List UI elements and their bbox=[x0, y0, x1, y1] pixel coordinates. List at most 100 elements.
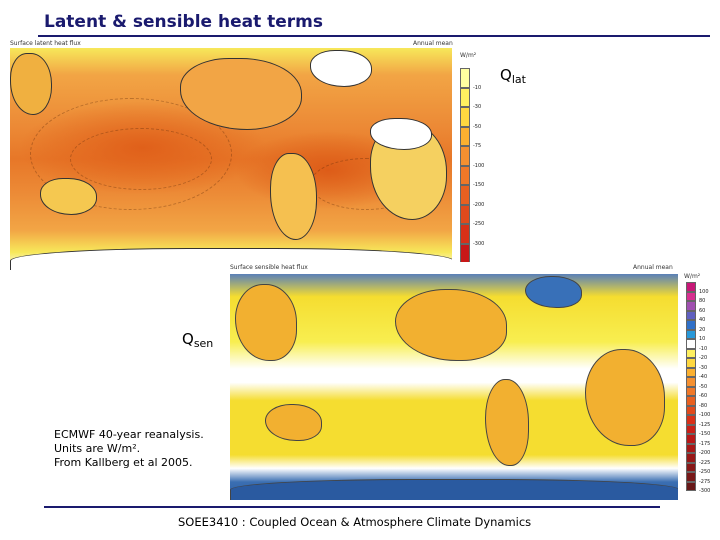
colorbar-band bbox=[460, 165, 470, 185]
colorbar-tick-label: -300 bbox=[699, 488, 711, 494]
land-sahara bbox=[370, 118, 432, 150]
colorbar-tick-label: -60 bbox=[699, 393, 708, 399]
colorbar-tick-label: -175 bbox=[699, 440, 711, 447]
colorbar-tick-label: -10 bbox=[699, 345, 708, 352]
colorbar-band bbox=[686, 310, 696, 320]
latent-contour bbox=[30, 98, 232, 210]
colorbar-tick-label: -275 bbox=[699, 478, 711, 485]
latent-units: W/m² bbox=[460, 52, 477, 59]
sensible-panel-period: Annual mean bbox=[633, 264, 673, 271]
colorbar-band bbox=[460, 126, 470, 146]
land-australia bbox=[40, 178, 97, 215]
colorbar-band bbox=[686, 301, 696, 311]
land-australia bbox=[265, 404, 322, 441]
colorbar-band bbox=[686, 320, 696, 330]
qsen-subscript: sen bbox=[193, 337, 214, 350]
slide-title: Latent & sensible heat terms bbox=[44, 12, 324, 32]
title-rule bbox=[38, 35, 710, 37]
colorbar-band bbox=[686, 453, 696, 463]
colorbar-band bbox=[686, 462, 696, 472]
qsen-symbol: Q bbox=[182, 330, 194, 348]
note-line-3: From Kallberg et al 2005. bbox=[54, 456, 193, 469]
colorbar-band bbox=[460, 107, 470, 127]
sensible-heat-panel: Surface sensible heat flux Annual mean W… bbox=[228, 262, 712, 502]
colorbar-tick-label: -250 bbox=[699, 469, 711, 475]
colorbar-band bbox=[686, 329, 696, 339]
land-greenland bbox=[525, 276, 582, 308]
colorbar-band bbox=[686, 367, 696, 377]
qsen-label: Qsen bbox=[182, 330, 213, 350]
colorbar-tick-label: -100 bbox=[473, 162, 485, 169]
qlat-label: Qlat bbox=[500, 66, 526, 86]
colorbar-tick-label: 20 bbox=[699, 326, 706, 333]
colorbar-tick-label: 80 bbox=[699, 298, 706, 304]
land-asia bbox=[235, 284, 297, 361]
colorbar-tick-label: -125 bbox=[699, 421, 711, 428]
colorbar-tick-label: -80 bbox=[699, 402, 708, 409]
colorbar-band bbox=[686, 348, 696, 358]
colorbar-tick-label: -250 bbox=[473, 221, 485, 227]
land-north-america bbox=[180, 58, 302, 130]
colorbar-band bbox=[686, 434, 696, 444]
footer-text: SOEE3410 : Coupled Ocean & Atmosphere Cl… bbox=[178, 515, 532, 529]
sensible-panel-header: Surface sensible heat flux bbox=[230, 264, 308, 271]
colorbar-tick-label: -225 bbox=[699, 459, 711, 466]
colorbar-band bbox=[686, 282, 696, 292]
latent-panel-header: Surface latent heat flux bbox=[10, 40, 81, 47]
land-antarctica bbox=[230, 479, 678, 500]
colorbar-tick-label: -150 bbox=[699, 431, 711, 437]
colorbar-band bbox=[686, 415, 696, 425]
source-note: ECMWF 40-year reanalysis. Units are W/m²… bbox=[54, 428, 214, 470]
colorbar-band bbox=[460, 185, 470, 205]
colorbar-band bbox=[460, 243, 470, 263]
footer-rule bbox=[44, 506, 660, 508]
colorbar-band bbox=[686, 424, 696, 434]
colorbar-tick-label: -50 bbox=[473, 123, 482, 130]
latent-heat-panel: Surface latent heat flux Annual mean W/m… bbox=[8, 38, 493, 274]
colorbar-tick-label: 100 bbox=[699, 288, 709, 295]
colorbar-band bbox=[686, 377, 696, 387]
land-greenland bbox=[310, 50, 372, 87]
colorbar-tick-label: -40 bbox=[699, 374, 708, 380]
colorbar-tick-label: -100 bbox=[699, 412, 711, 418]
colorbar-tick-label: -200 bbox=[473, 201, 485, 208]
colorbar-band bbox=[460, 68, 470, 88]
colorbar-band bbox=[460, 146, 470, 166]
colorbar-tick-label: -20 bbox=[699, 355, 708, 361]
note-line-2: Units are W/m². bbox=[54, 442, 141, 455]
colorbar-tick-label: 60 bbox=[699, 307, 706, 314]
note-line-1: ECMWF 40-year reanalysis. bbox=[54, 428, 204, 441]
colorbar-band bbox=[686, 472, 696, 482]
colorbar-band bbox=[686, 386, 696, 396]
colorbar-tick-label: -50 bbox=[699, 383, 708, 390]
land-north-america bbox=[395, 289, 507, 361]
colorbar-band bbox=[460, 224, 470, 244]
colorbar-band bbox=[686, 358, 696, 368]
land-south-america bbox=[485, 379, 529, 466]
colorbar-tick-label: -150 bbox=[473, 182, 485, 188]
sensible-units: W/m² bbox=[684, 273, 701, 280]
latent-panel-period: Annual mean bbox=[413, 40, 453, 47]
colorbar-band bbox=[460, 204, 470, 224]
colorbar-band bbox=[686, 339, 696, 349]
colorbar-band bbox=[686, 405, 696, 415]
land-africa bbox=[585, 349, 665, 446]
qlat-symbol: Q bbox=[500, 66, 512, 84]
colorbar-tick-label: -75 bbox=[473, 143, 482, 149]
colorbar-tick-label: -300 bbox=[473, 240, 485, 247]
colorbar-tick-label: 10 bbox=[699, 336, 706, 342]
colorbar-band bbox=[686, 481, 696, 491]
colorbar-tick-label: -10 bbox=[473, 84, 482, 91]
land-asia bbox=[10, 53, 52, 115]
latent-heat-map bbox=[10, 48, 452, 270]
sensible-colorbar: 100 80 60 40 20 10 -10 -20 -30 -40 -50 -60 -80 -100 -1… bbox=[686, 282, 710, 497]
latent-colorbar: -10 -30 -50 -75 -100 -150 -200 -250 -300 bbox=[460, 68, 484, 263]
sensible-heat-map bbox=[230, 274, 678, 500]
colorbar-tick-label: -30 bbox=[473, 104, 482, 110]
colorbar-tick-label: -200 bbox=[699, 450, 711, 456]
colorbar-band bbox=[686, 396, 696, 406]
colorbar-band bbox=[460, 87, 470, 107]
colorbar-band bbox=[686, 291, 696, 301]
qlat-subscript: lat bbox=[511, 73, 526, 86]
colorbar-tick-label: -30 bbox=[699, 364, 708, 371]
